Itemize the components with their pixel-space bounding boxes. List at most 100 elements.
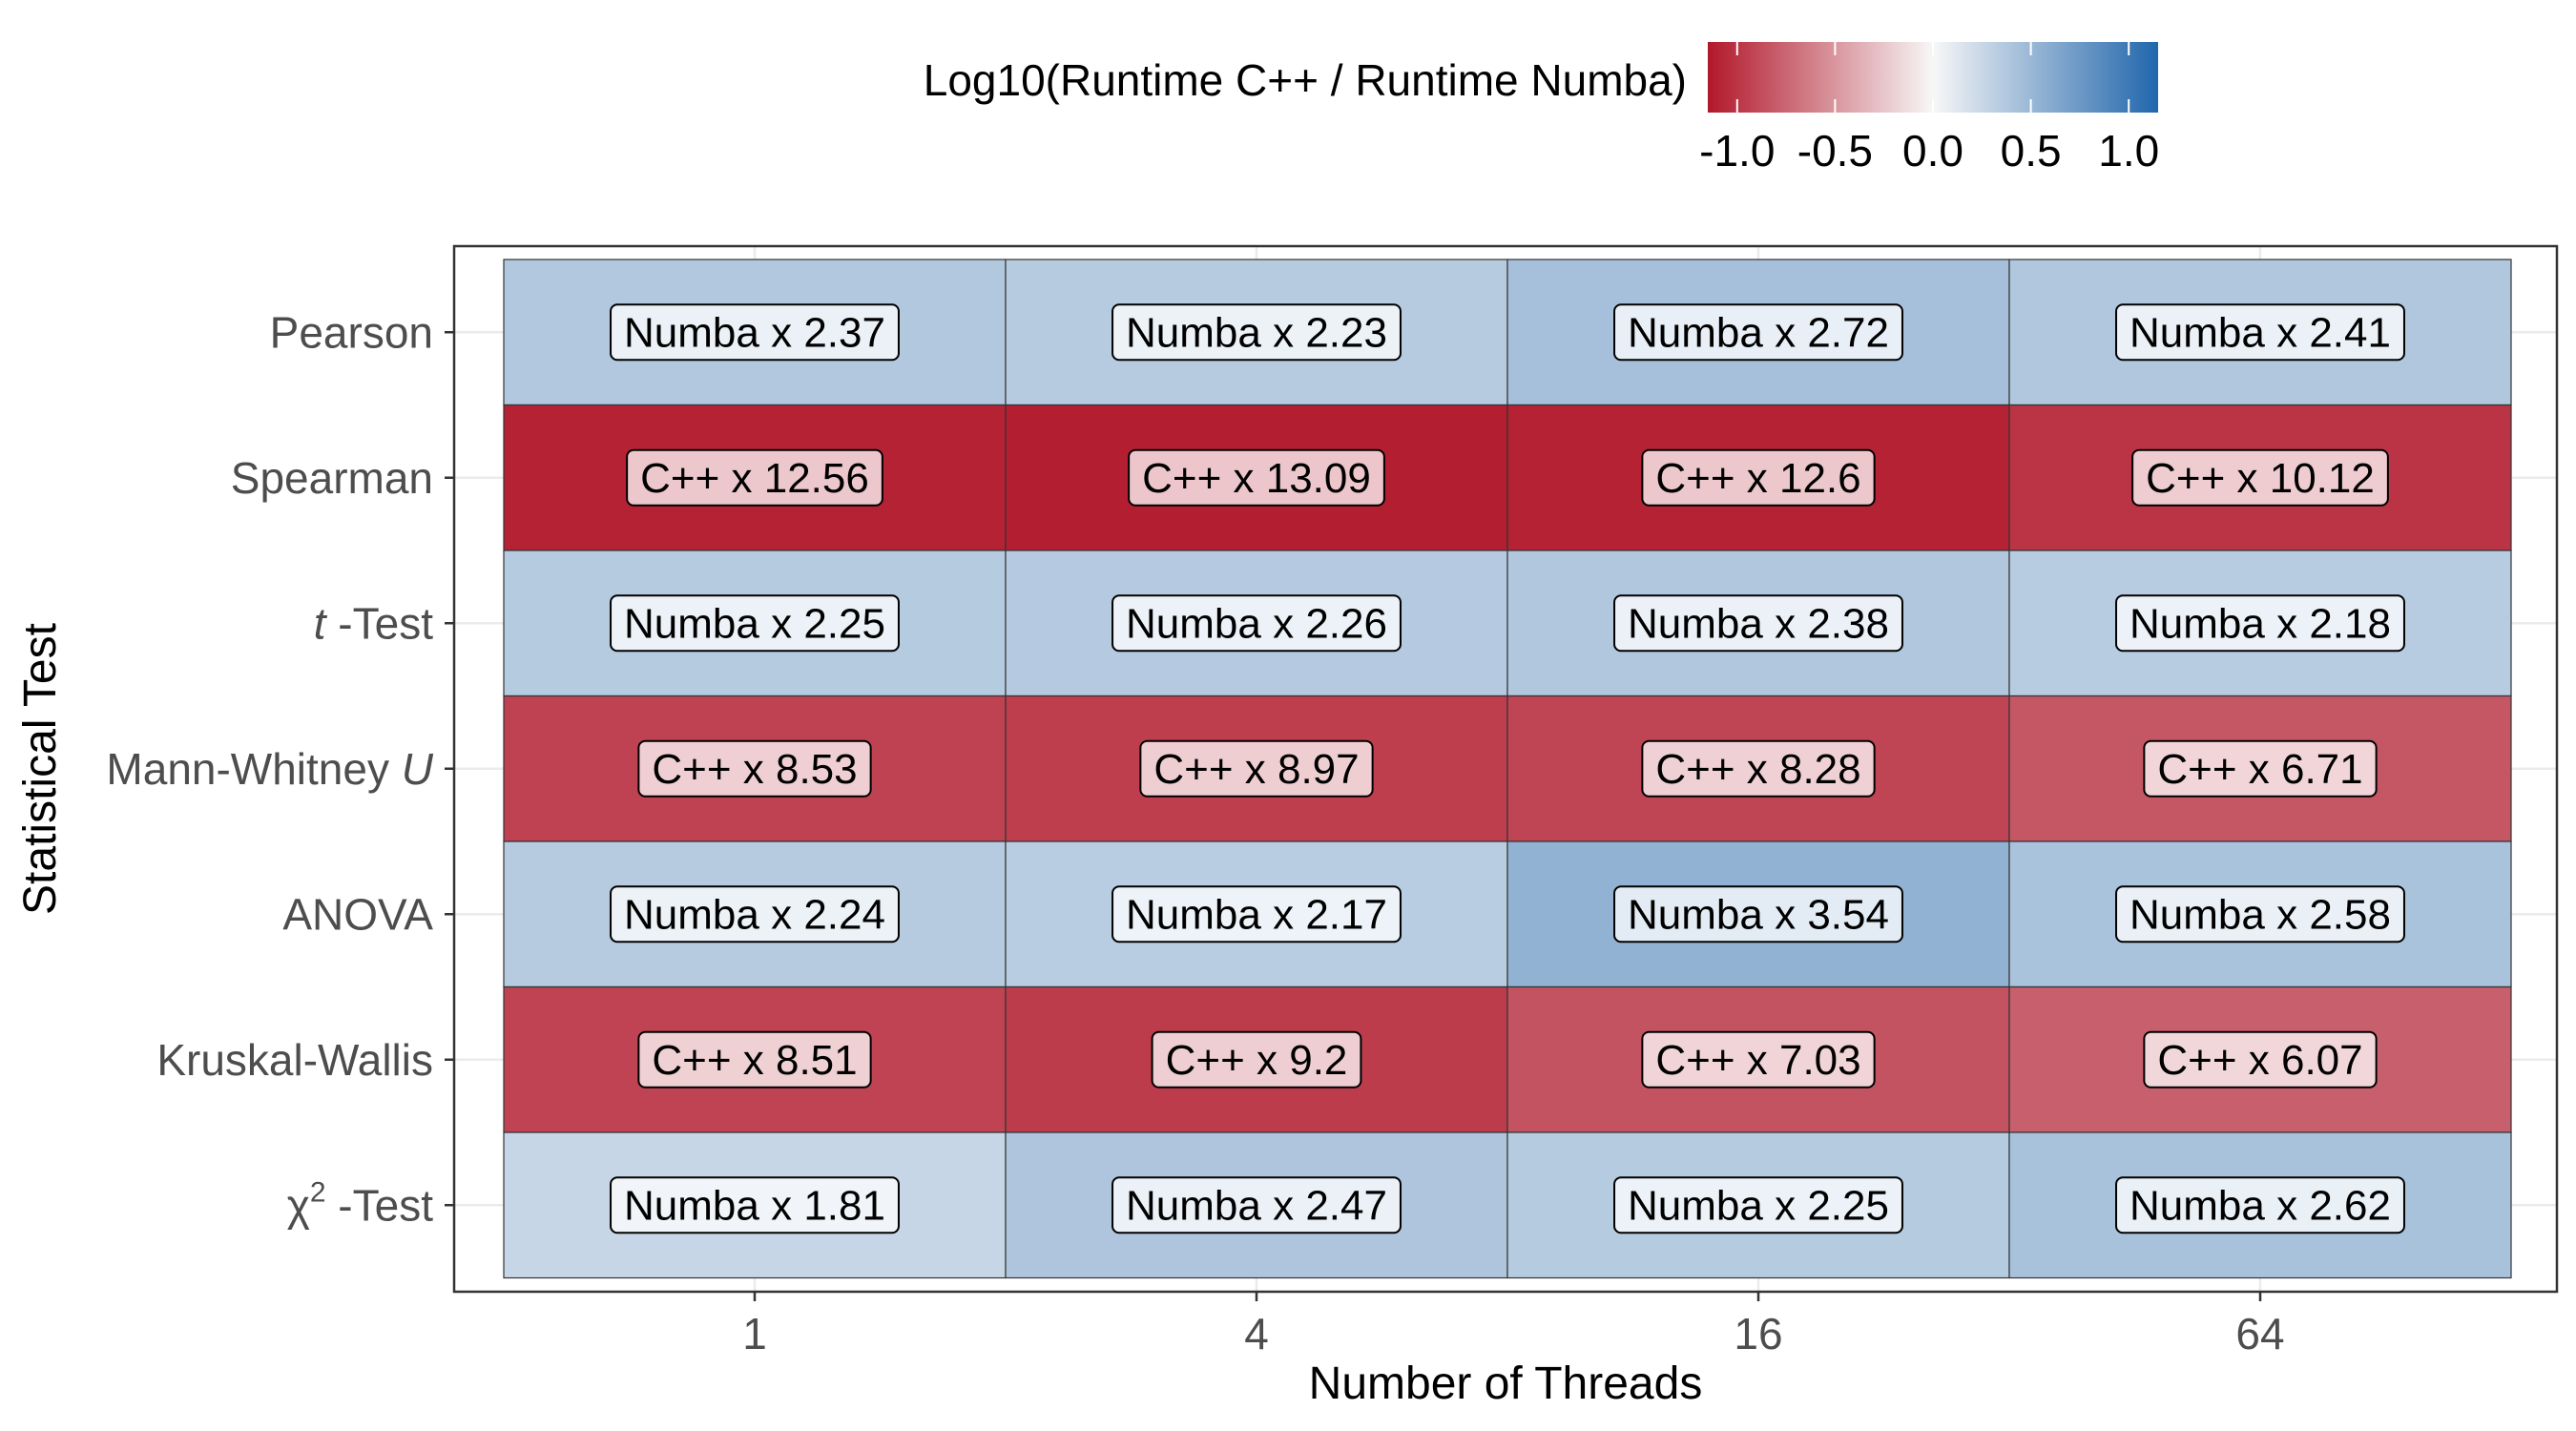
x-axis: 1 4 16 64 (742, 1292, 2285, 1358)
cell-label: Numba x 2.38 (1613, 594, 1903, 653)
cell-label-text: Numba x 2.47 (1126, 1182, 1387, 1229)
cell-label-box (2115, 594, 2405, 653)
cell-label: Numba x 2.41 (2115, 303, 2405, 362)
cell-label-box (2143, 1030, 2378, 1089)
cell-label-text: C++ x 9.2 (1166, 1037, 1348, 1084)
legend-tick-label: -0.5 (1797, 126, 1873, 176)
y-tick-label: t -Test (314, 598, 433, 648)
cell-label: Numba x 2.25 (1613, 1176, 1903, 1234)
cell-label-text: Numba x 2.25 (1628, 1182, 1889, 1229)
cell-label-text: Numba x 2.17 (1126, 891, 1387, 938)
cell-label-text: Numba x 2.26 (1126, 600, 1387, 647)
cell-label-box (610, 1176, 900, 1234)
cell-label-box (2143, 739, 2378, 798)
x-tick-label: 64 (2235, 1309, 2284, 1358)
cell-label-text: C++ x 6.07 (2157, 1037, 2362, 1084)
cell-label: Numba x 1.81 (610, 1176, 900, 1234)
cell-label: Numba x 2.62 (2115, 1176, 2405, 1234)
x-tick-label: 16 (1734, 1309, 1782, 1358)
cell-label: C++ x 8.97 (1139, 739, 1374, 798)
cell-label-text: C++ x 8.53 (652, 746, 857, 793)
cell-label-text: C++ x 12.56 (640, 455, 869, 502)
cell-label-text: C++ x 8.97 (1153, 746, 1359, 793)
cell-label: Numba x 2.47 (1111, 1176, 1402, 1234)
cell-label-box (637, 1030, 872, 1089)
x-axis-title: Number of Threads (1309, 1358, 1703, 1409)
cell-label: Numba x 2.18 (2115, 594, 2405, 653)
cell-label-text: Numba x 2.41 (2129, 309, 2391, 356)
cell-label-text: Numba x 2.24 (624, 891, 885, 938)
cell-label: C++ x 10.12 (2131, 448, 2389, 507)
cell-label-box (2131, 448, 2389, 507)
cell-label-box (637, 739, 872, 798)
cell-label: C++ x 7.03 (1641, 1030, 1876, 1089)
cell-label: Numba x 2.23 (1111, 303, 1402, 362)
cell-label-text: Numba x 2.18 (2129, 600, 2391, 647)
cell-label: C++ x 13.09 (1128, 448, 1385, 507)
cell-label: C++ x 12.6 (1641, 448, 1876, 507)
y-tick-label: Spearman (231, 453, 433, 503)
legend-tick-label: 1.0 (2098, 126, 2159, 176)
cell-label-text: Numba x 2.37 (624, 309, 885, 356)
cell-label: Numba x 2.58 (2115, 885, 2405, 944)
y-tick-label: Pearson (270, 307, 433, 357)
legend-title: Log10(Runtime C++ / Runtime Numba) (924, 55, 1687, 105)
cell-label-box (1111, 303, 1402, 362)
cell-label-box (626, 448, 883, 507)
y-tick-label: Kruskal-Wallis (156, 1035, 433, 1085)
cell-labels: Numba x 2.37 Numba x 2.23 Numba x 2.72 Numb… (610, 303, 2405, 1234)
cell-label-text: C++ x 8.51 (652, 1037, 857, 1084)
cell-label: Numba x 3.54 (1613, 885, 1903, 944)
cell-label-text: Numba x 2.25 (624, 600, 885, 647)
cell-label: Numba x 2.25 (610, 594, 900, 653)
legend-tick-label: 0.5 (2001, 126, 2062, 176)
cell-label-text: Numba x 1.81 (624, 1182, 885, 1229)
cell-label: C++ x 12.56 (626, 448, 883, 507)
cell-label-box (1641, 739, 1876, 798)
cell-label: C++ x 9.2 (1151, 1030, 1362, 1089)
cell-label-box (1613, 885, 1903, 944)
cell-label-box (610, 303, 900, 362)
cell-label-text: C++ x 6.71 (2157, 746, 2362, 793)
y-tick-label: Mann-Whitney U (106, 744, 433, 794)
cell-label: C++ x 8.53 (637, 739, 872, 798)
legend-tick-label: -1.0 (1699, 126, 1775, 176)
cell-label: Numba x 2.37 (610, 303, 900, 362)
cell-label-text: Numba x 2.72 (1628, 309, 1889, 356)
cell-label: C++ x 8.28 (1641, 739, 1876, 798)
cell-label: Numba x 2.17 (1111, 885, 1402, 944)
y-axis-title: Statistical Test (15, 623, 66, 915)
cell-label-text: Numba x 2.23 (1126, 309, 1387, 356)
cell-label-box (1111, 594, 1402, 653)
y-tick-label: ANOVA (282, 889, 433, 939)
color-legend: Log10(Runtime C++ / Runtime Numba) -1.0-… (924, 42, 2159, 176)
cell-label-box (1613, 1176, 1903, 1234)
cell-label-box (1139, 739, 1374, 798)
cell-label-text: Numba x 2.58 (2129, 891, 2391, 938)
cell-label: Numba x 2.24 (610, 885, 900, 944)
cell-label-box (2115, 1176, 2405, 1234)
cell-label-box (2115, 303, 2405, 362)
cell-label-box (1151, 1030, 1362, 1089)
cell-label-box (1111, 885, 1402, 944)
cell-label-box (610, 594, 900, 653)
cell-label-box (1613, 303, 1903, 362)
cell-label-text: C++ x 8.28 (1655, 746, 1860, 793)
cell-label: C++ x 8.51 (637, 1030, 872, 1089)
cell-label-text: C++ x 13.09 (1142, 455, 1371, 502)
cell-label-text: C++ x 10.12 (2146, 455, 2375, 502)
cell-label-box (1641, 448, 1876, 507)
cell-label-text: C++ x 7.03 (1655, 1037, 1860, 1084)
cell-label-box (1111, 1176, 1402, 1234)
x-tick-label: 4 (1244, 1309, 1269, 1358)
cell-label-text: Numba x 3.54 (1628, 891, 1889, 938)
cell-label-text: Numba x 2.38 (1628, 600, 1889, 647)
cell-label-box (1641, 1030, 1876, 1089)
cell-label: C++ x 6.07 (2143, 1030, 2378, 1089)
legend-tick-label: 0.0 (1902, 126, 1963, 176)
x-tick-label: 1 (742, 1309, 767, 1358)
cell-label-text: C++ x 12.6 (1655, 455, 1860, 502)
cell-label-box (1128, 448, 1385, 507)
cell-label-text: Numba x 2.62 (2129, 1182, 2391, 1229)
